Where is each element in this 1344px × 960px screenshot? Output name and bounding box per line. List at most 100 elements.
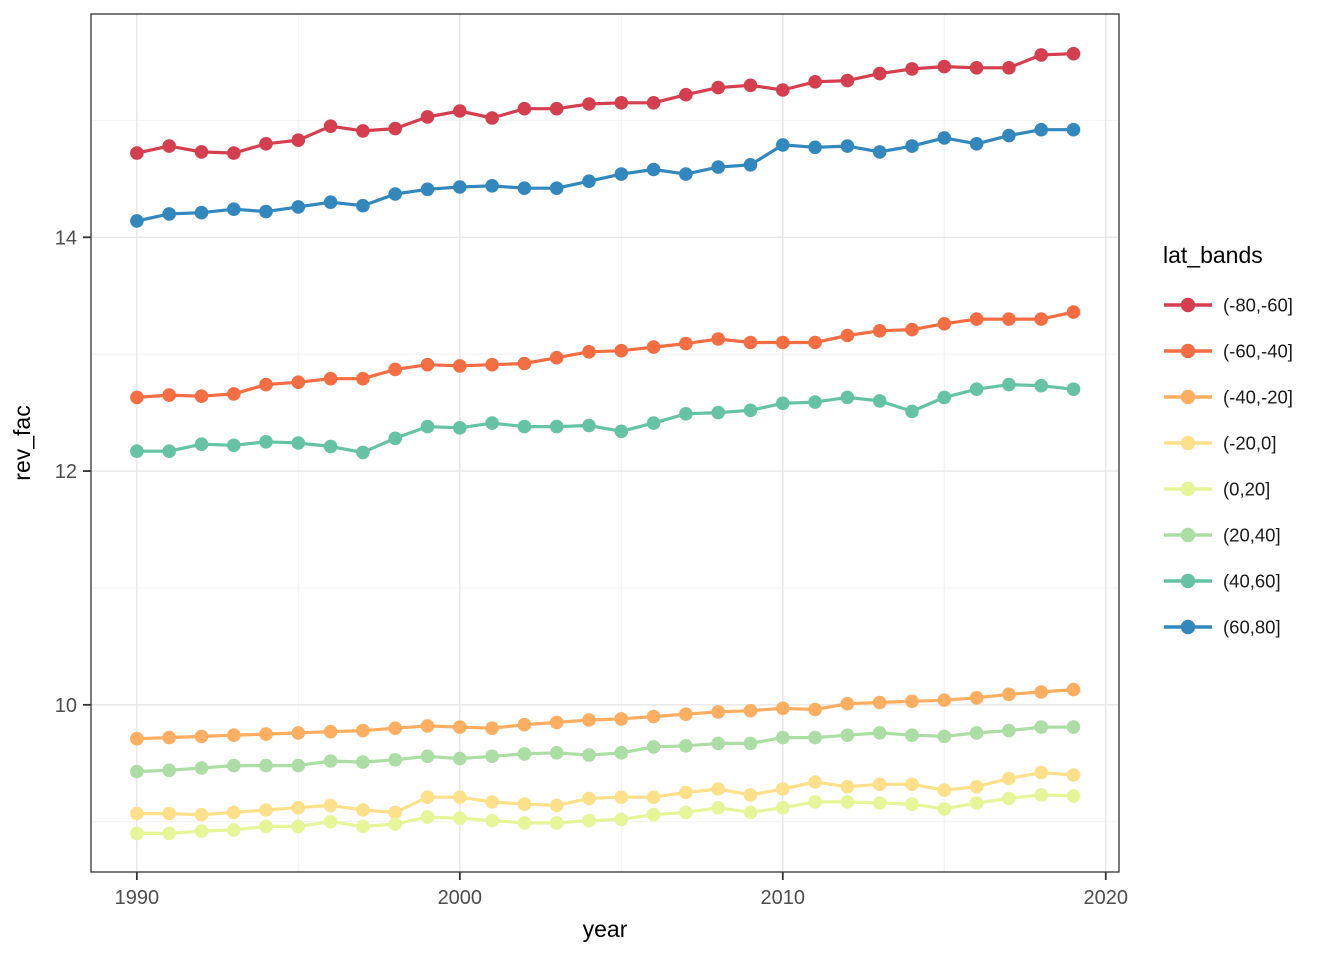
data-point	[259, 758, 273, 773]
legend-title: lat_bands	[1163, 242, 1263, 268]
data-point	[679, 167, 693, 181]
series-(-20,0]	[130, 765, 1081, 822]
data-point	[582, 97, 596, 111]
data-point	[1002, 687, 1016, 702]
data-point	[162, 444, 176, 459]
legend-key-point	[1180, 573, 1196, 589]
data-point	[388, 817, 403, 831]
legend-label: (-60,-40]	[1223, 341, 1293, 362]
data-point	[485, 721, 499, 735]
data-point	[937, 693, 952, 707]
data-point	[905, 728, 919, 742]
data-point	[259, 435, 273, 449]
data-point	[227, 146, 241, 160]
data-point	[1002, 723, 1016, 738]
data-point	[711, 80, 725, 95]
data-point	[1034, 685, 1048, 699]
data-point	[130, 826, 144, 841]
data-point	[905, 62, 919, 76]
legend-label: (60,80]	[1223, 617, 1281, 638]
data-point	[420, 749, 435, 764]
data-point	[388, 805, 403, 820]
data-point	[356, 755, 370, 769]
data-point	[194, 389, 209, 404]
data-point	[1066, 789, 1081, 803]
data-point	[646, 96, 661, 110]
legend-key-point	[1180, 481, 1196, 497]
data-point	[453, 180, 467, 194]
data-point	[453, 811, 467, 825]
data-point	[776, 782, 790, 796]
legend-key-point	[1180, 435, 1196, 451]
data-point	[969, 779, 984, 794]
data-point	[937, 390, 952, 405]
data-point	[323, 119, 338, 133]
data-point	[453, 790, 467, 804]
data-point	[582, 345, 596, 359]
data-point	[356, 371, 370, 386]
data-point	[1066, 46, 1081, 61]
data-point	[194, 437, 209, 452]
data-point	[808, 730, 822, 745]
legend-label: (-80,-60]	[1223, 295, 1293, 316]
data-point	[549, 715, 564, 730]
y-tick-label: 14	[55, 227, 77, 249]
panel-border	[90, 13, 1120, 873]
data-point	[356, 198, 370, 213]
data-point	[711, 332, 725, 346]
data-point	[356, 124, 370, 138]
data-point	[194, 807, 209, 822]
legend-key-point	[1180, 343, 1196, 359]
data-point	[162, 826, 176, 841]
data-point	[1034, 48, 1048, 62]
data-point	[614, 96, 629, 110]
data-point	[969, 61, 984, 75]
data-point	[1034, 765, 1048, 780]
data-point	[937, 729, 952, 744]
data-point	[743, 335, 758, 350]
data-point	[1066, 382, 1081, 397]
data-point	[872, 695, 887, 710]
data-point	[646, 740, 661, 754]
data-point	[937, 131, 952, 145]
data-point	[905, 322, 919, 337]
series-(-60,-40]	[130, 305, 1081, 405]
x-tick-label: 2010	[761, 887, 806, 909]
data-point	[549, 746, 564, 760]
data-point	[517, 356, 532, 371]
data-point	[194, 205, 209, 220]
data-point	[872, 394, 887, 408]
legend: lat_bands (-80,-60] (-60,-40] (-40,-20] (-20…	[1163, 242, 1293, 638]
data-point	[388, 187, 403, 201]
data-point	[227, 387, 241, 401]
data-point	[485, 179, 499, 193]
data-point	[323, 439, 338, 454]
series-(-80,-60]	[130, 46, 1081, 160]
data-point	[549, 350, 564, 365]
data-point	[130, 806, 144, 821]
data-point	[969, 796, 984, 810]
data-point	[130, 444, 144, 459]
data-point	[679, 87, 693, 102]
data-point	[291, 436, 306, 450]
data-point	[420, 810, 435, 824]
legend-label: (-40,-20]	[1223, 387, 1293, 408]
data-point	[1066, 768, 1081, 782]
data-point	[711, 160, 725, 174]
data-point	[711, 800, 725, 815]
data-point	[194, 729, 209, 744]
data-point	[227, 438, 241, 453]
data-point	[453, 104, 467, 118]
data-point	[517, 101, 532, 116]
data-point	[776, 335, 790, 350]
data-point	[646, 807, 661, 822]
data-point	[840, 696, 855, 711]
data-point	[937, 317, 952, 331]
data-point	[194, 824, 209, 838]
data-point	[808, 795, 822, 809]
legend-key-point	[1180, 619, 1196, 635]
data-point	[582, 791, 596, 806]
data-point	[388, 721, 403, 735]
data-point	[227, 805, 241, 820]
